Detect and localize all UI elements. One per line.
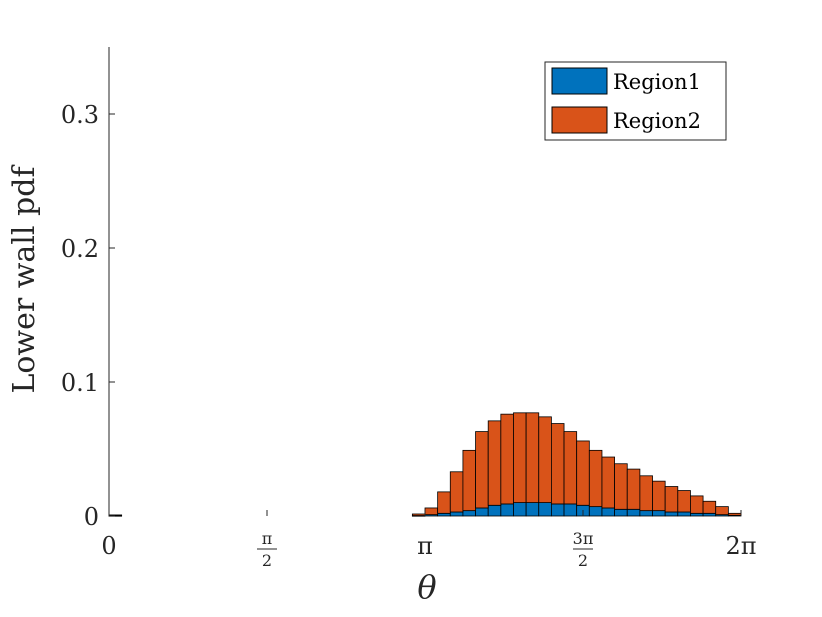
bar-region2-37	[576, 440, 590, 506]
bar-region1-32	[513, 502, 527, 517]
bar-region2-42	[639, 475, 653, 512]
bar-region2-43	[652, 480, 666, 512]
y-axis-ticks: 0 0.1 0.2 0.3	[61, 101, 115, 531]
bar-region2-32	[513, 412, 527, 504]
bar-region1-31	[500, 503, 514, 517]
y-axis-label: Lower wall pdf	[7, 165, 42, 394]
x-tick-label: 3π2	[573, 529, 594, 570]
bar-region1-29	[475, 507, 489, 517]
bar-region2-45	[677, 490, 691, 513]
bar-region2-29	[475, 431, 489, 509]
y-tick-label: 0.1	[61, 369, 99, 397]
bar-region1-28	[462, 510, 476, 517]
bar-region1-38	[588, 506, 603, 517]
bar-region1-43	[652, 510, 666, 517]
bar-region2-35	[551, 423, 565, 505]
bar-region2-33	[525, 412, 540, 504]
y-tick-label: 0.3	[61, 101, 99, 129]
legend-swatch-region1	[551, 67, 608, 95]
bar-region2-46	[690, 495, 704, 514]
bar-region1-46	[690, 512, 704, 517]
bar-region1-27	[449, 511, 464, 517]
legend-label-region2: Region2	[613, 109, 701, 133]
x-tick-label: π	[417, 532, 433, 560]
bar-region2-36	[563, 431, 578, 505]
x-tick-label: 2π	[725, 532, 756, 560]
bar-region2-38	[588, 449, 603, 508]
bar-region1-33	[525, 502, 540, 517]
bar-region1-30	[487, 504, 502, 517]
bar-region2-44	[664, 486, 679, 513]
bar-region2-39	[601, 456, 616, 509]
y-tick-label: 0.2	[61, 235, 99, 263]
svg-text:π: π	[262, 529, 273, 548]
x-tick-label: π2	[256, 529, 277, 570]
svg-text:2: 2	[262, 551, 272, 570]
bar-region2-49	[727, 512, 742, 516]
bars-layer	[108, 412, 742, 517]
svg-text:2: 2	[578, 551, 588, 570]
bar-region1-44	[664, 511, 679, 517]
bar-region1-39	[601, 507, 616, 517]
bar-region1-45	[677, 511, 691, 517]
bar-region1-41	[626, 508, 641, 517]
bar-region1-40	[614, 508, 628, 517]
bar-region1-26	[437, 512, 451, 517]
x-tick-label: 0	[101, 532, 116, 560]
bar-region2-48	[715, 506, 729, 516]
bar-region1-42	[639, 510, 653, 517]
bar-region2-41	[626, 468, 641, 510]
y-tick-label: 0	[84, 503, 99, 531]
bar-region2-31	[500, 413, 514, 505]
bar-region1-47	[702, 512, 717, 517]
bar-region2-34	[538, 416, 552, 503]
bar-region1-36	[563, 503, 578, 517]
bar-region2-25	[424, 507, 439, 516]
legend: Region1 Region2	[544, 61, 727, 141]
bar-region2-47	[702, 500, 717, 514]
legend-swatch-region2	[551, 106, 608, 134]
bar-region1-34	[538, 502, 552, 517]
bar-region2-24	[411, 513, 426, 516]
legend-label-region1: Region1	[613, 70, 701, 94]
bar-region2-27	[449, 471, 464, 513]
bar-region1-35	[551, 503, 565, 517]
svg-text:3π: 3π	[573, 529, 594, 548]
bar-region2-28	[462, 449, 476, 512]
x-axis-label: θ	[417, 568, 436, 606]
bar-region2-40	[614, 463, 628, 510]
bar-region2-30	[487, 420, 502, 506]
bar-region2-0	[108, 514, 123, 516]
bar-region2-26	[437, 491, 451, 514]
